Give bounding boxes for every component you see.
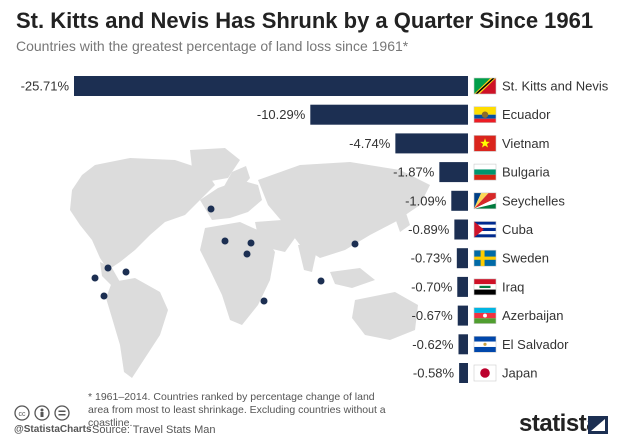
bar — [457, 305, 468, 326]
category-label: Bulgaria — [502, 165, 550, 180]
bar — [456, 248, 468, 269]
chart-subtitle: Countries with the greatest percentage o… — [16, 38, 409, 54]
category-label: Iraq — [502, 279, 524, 294]
bar — [458, 334, 468, 355]
flag-iraq-icon — [473, 278, 497, 296]
data-label: -0.58% — [413, 366, 455, 381]
flag-bulgaria-icon — [473, 163, 497, 181]
map-dot — [122, 268, 130, 276]
chart-title: St. Kitts and Nevis Has Shrunk by a Quar… — [16, 8, 594, 33]
source-note: Source: Travel Stats Man — [92, 424, 216, 436]
statista-logo-icon — [588, 416, 608, 434]
map-dot — [351, 240, 359, 248]
bar — [457, 276, 468, 297]
category-label: Azerbaijan — [502, 308, 563, 323]
category-label: Cuba — [502, 222, 534, 237]
data-label: -1.09% — [405, 193, 447, 208]
map-dot — [91, 274, 99, 282]
bar — [395, 133, 468, 154]
category-label: Japan — [502, 366, 537, 381]
flag-seychelles-icon — [473, 192, 497, 210]
map-location-dots — [91, 205, 359, 305]
map-dot — [100, 292, 108, 300]
bar — [454, 219, 468, 240]
world-map-background — [70, 148, 430, 378]
map-dot — [260, 297, 268, 305]
category-label: Vietnam — [502, 136, 549, 151]
data-label: -0.67% — [412, 308, 454, 323]
creative-commons-icons: cc — [14, 405, 70, 421]
category-label: El Salvador — [502, 337, 569, 352]
data-label: -0.70% — [411, 279, 453, 294]
map-dot — [247, 239, 255, 247]
bar-series — [74, 76, 468, 383]
flag-icons — [473, 77, 497, 382]
flag-el-salvador-icon — [473, 335, 497, 353]
data-label: -10.29% — [257, 107, 306, 122]
statista-logo: statista — [519, 410, 600, 437]
flag-ecuador-icon — [473, 106, 497, 123]
data-label: -0.89% — [408, 222, 450, 237]
flag-azerbaijan-icon — [473, 307, 497, 324]
data-label: -1.87% — [393, 165, 435, 180]
bar — [74, 76, 468, 96]
map-dot — [221, 237, 229, 245]
category-labels: St. Kitts and Nevis Ecuador Vietnam Bulgari… — [502, 79, 609, 381]
data-label: -0.62% — [412, 337, 454, 352]
footnote: * 1961–2014. Countries ranked by percent… — [88, 391, 386, 429]
category-label: St. Kitts and Nevis — [502, 79, 609, 94]
map-dot — [243, 250, 251, 258]
flag-cuba-icon — [473, 221, 497, 238]
bar — [451, 190, 468, 211]
data-label: -0.73% — [411, 251, 453, 266]
flag-vietnam-icon — [473, 135, 497, 152]
category-label: Ecuador — [502, 107, 551, 122]
map-dot — [317, 277, 325, 285]
category-label: Sweden — [502, 251, 549, 266]
by-icon — [34, 405, 50, 421]
flag-sweden-icon — [473, 249, 497, 267]
data-label: -4.74% — [349, 136, 391, 151]
bar — [459, 363, 468, 383]
category-label: Seychelles — [502, 193, 565, 208]
bar — [310, 104, 468, 125]
twitter-handle: @StatistaCharts — [14, 424, 92, 435]
flag-japan-icon — [473, 364, 497, 382]
map-dot — [207, 205, 215, 213]
flag-st-kitts-and-nevis-icon — [473, 77, 497, 95]
value-labels: -25.71% -10.29% -4.74%-1.87% -1.09% -0.89% -0… — [21, 79, 455, 381]
svg-text:cc: cc — [19, 411, 27, 418]
cc-icon: cc — [14, 405, 30, 421]
bar — [439, 162, 468, 183]
map-dot — [104, 264, 112, 272]
data-label: -25.71% — [21, 79, 70, 94]
nd-icon — [54, 405, 70, 421]
